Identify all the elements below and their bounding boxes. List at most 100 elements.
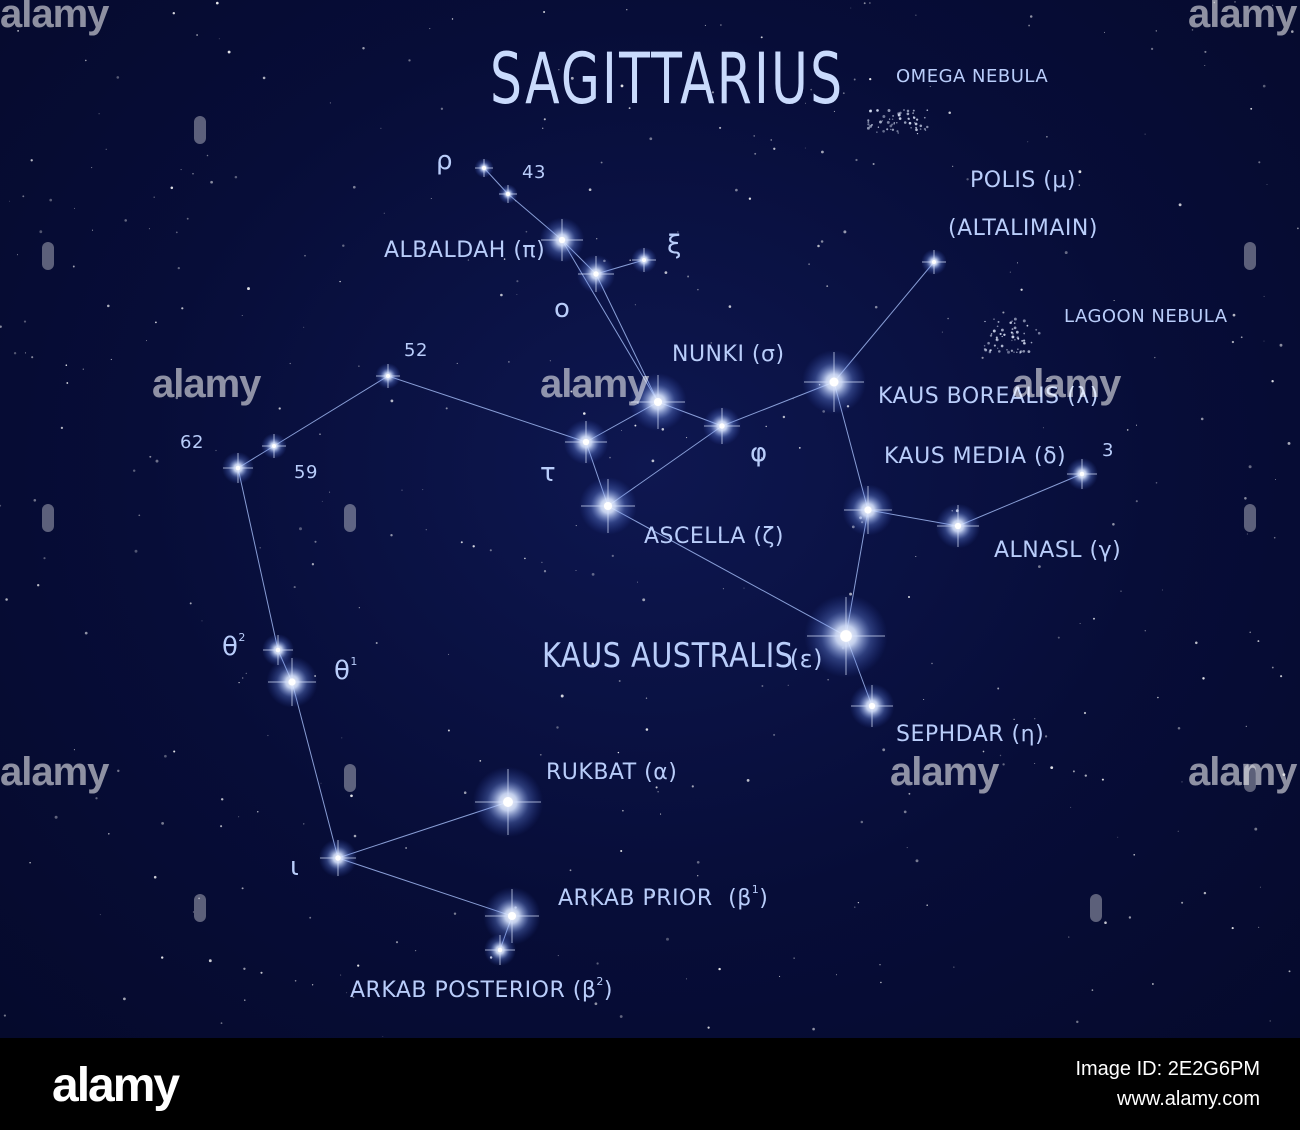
background-star — [493, 92, 496, 95]
background-star — [697, 875, 699, 877]
background-star — [0, 325, 2, 328]
background-star — [208, 959, 212, 963]
watermark-mark — [344, 504, 356, 532]
background-star — [245, 672, 247, 675]
label-62: 62 — [180, 432, 204, 453]
background-star — [826, 285, 829, 287]
background-star — [1002, 763, 1005, 766]
background-star — [196, 34, 199, 36]
background-star — [836, 974, 837, 976]
background-star — [99, 914, 101, 916]
background-star — [1272, 4, 1274, 6]
background-star — [880, 981, 882, 984]
background-star — [805, 102, 806, 104]
watermark-mark — [194, 116, 206, 144]
background-star — [882, 748, 886, 752]
watermark: alamy — [540, 362, 649, 406]
background-star — [383, 212, 385, 214]
background-star — [66, 382, 69, 384]
constellation-line — [273, 375, 389, 447]
background-star — [1271, 380, 1274, 383]
background-star — [1020, 288, 1023, 291]
background-star — [8, 200, 10, 202]
sky-canvas — [0, 1, 1299, 1037]
background-star — [448, 653, 450, 655]
watermark-mark — [1244, 764, 1256, 792]
background-star — [227, 50, 231, 54]
star-phi — [702, 406, 742, 446]
background-star — [164, 754, 167, 758]
watermark-mark — [194, 894, 206, 922]
background-star — [953, 966, 955, 968]
background-star — [1079, 623, 1081, 625]
background-star — [60, 426, 64, 430]
site-url: www.alamy.com — [1117, 1088, 1260, 1110]
background-star — [539, 753, 542, 756]
constellation-line — [291, 681, 339, 859]
star-s43 — [498, 184, 518, 204]
star-alnasl — [935, 503, 981, 549]
watermark-mark — [1244, 504, 1256, 532]
background-star — [340, 974, 342, 976]
background-star — [1204, 50, 1207, 53]
background-star — [735, 188, 738, 192]
background-star — [201, 620, 203, 622]
label-3: 3 — [1102, 440, 1114, 461]
background-star — [453, 912, 457, 915]
background-star — [238, 816, 240, 818]
constellation-line — [607, 505, 847, 637]
constellation-line — [337, 857, 513, 917]
background-star — [560, 694, 564, 698]
background-star — [73, 749, 75, 751]
background-star — [966, 178, 969, 181]
background-star — [1154, 356, 1156, 359]
background-star — [649, 137, 653, 141]
background-star — [429, 28, 431, 30]
background-star — [722, 588, 724, 590]
background-star — [91, 167, 93, 169]
background-star — [704, 24, 706, 26]
background-star — [149, 455, 152, 458]
background-star — [262, 76, 266, 80]
star-s62 — [222, 452, 254, 484]
lagoon-nebula-cluster — [983, 317, 1041, 354]
background-star — [382, 1036, 384, 1037]
background-star — [73, 207, 76, 209]
background-star — [525, 230, 528, 233]
background-star — [787, 684, 789, 686]
background-star — [719, 533, 722, 537]
background-star — [460, 541, 463, 544]
background-star — [743, 587, 745, 589]
background-star — [43, 557, 46, 560]
background-star — [98, 113, 100, 115]
background-star — [24, 352, 27, 354]
background-star — [724, 354, 728, 358]
background-star — [1280, 675, 1283, 678]
background-star — [981, 356, 984, 359]
background-star — [320, 782, 322, 784]
background-star — [948, 111, 951, 114]
background-star — [773, 733, 776, 736]
background-star — [609, 456, 611, 459]
label-43: 43 — [522, 162, 546, 183]
background-star — [215, 1, 219, 5]
background-star — [1050, 766, 1054, 770]
background-star — [105, 148, 107, 150]
background-star — [311, 563, 315, 566]
nebulae — [866, 109, 1041, 354]
background-star — [1248, 465, 1252, 469]
label-sephdar: SEPHDAR (η) — [896, 722, 1045, 747]
background-star — [23, 320, 27, 323]
background-star — [798, 446, 801, 449]
background-star — [1133, 853, 1136, 856]
label-ascella: ASCELLA (ζ) — [644, 524, 784, 549]
background-star — [145, 340, 148, 342]
background-star — [29, 862, 31, 864]
background-star — [425, 529, 427, 531]
background-star — [1240, 336, 1243, 339]
background-star — [1028, 24, 1031, 27]
background-star — [463, 791, 467, 794]
background-star — [1232, 313, 1236, 317]
background-star — [863, 2, 866, 5]
watermark-mark — [42, 242, 54, 270]
